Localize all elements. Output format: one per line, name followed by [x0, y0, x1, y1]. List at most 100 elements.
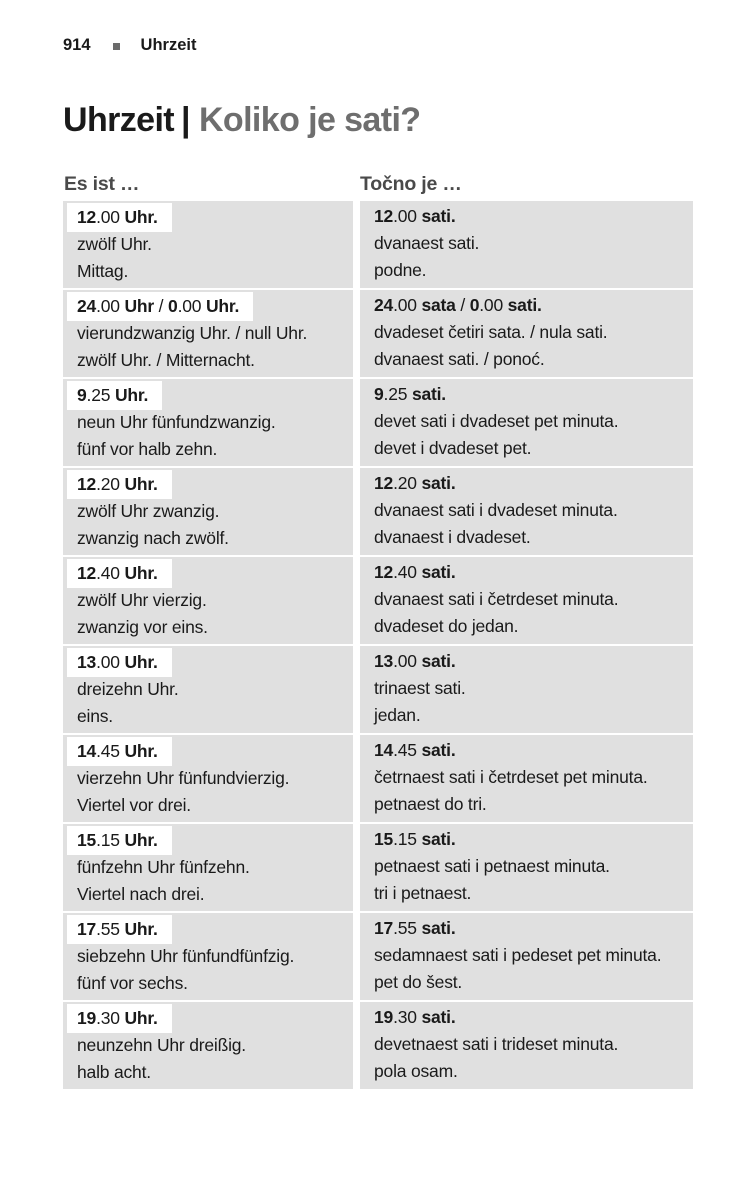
time-line-croatian: 15.15 sati. — [374, 829, 456, 849]
time-line-croatian: 9.25 sati. — [374, 384, 446, 404]
cell-german: 12.20 Uhr. zwölf Uhr zwanzig. zwanzig nach… — [63, 468, 353, 555]
time-line-croatian: 14.45 sati. — [374, 740, 456, 760]
running-header: 914 Uhrzeit — [63, 36, 196, 55]
phrase-line: vierundzwanzig Uhr. / null Uhr. — [77, 323, 308, 343]
cell-croatian: 12.00 sati. dvanaest sati. podne. — [360, 201, 693, 288]
time-line-german: 17.55 Uhr. — [67, 915, 172, 944]
time-line-croatian: 12.20 sati. — [374, 473, 456, 493]
phrase-line: jedan. — [374, 705, 421, 725]
phrase-line: zwölf Uhr zwanzig. — [77, 501, 220, 521]
running-header-section: Uhrzeit — [140, 36, 197, 54]
time-line-croatian: 19.30 sati. — [374, 1007, 456, 1027]
time-line-german: 15.15 Uhr. — [67, 826, 172, 855]
phrase-line: neunzehn Uhr dreißig. — [77, 1035, 246, 1055]
cell-croatian: 17.55 sati. sedamnaest sati i pedeset pet… — [360, 913, 693, 1000]
phrase-line: trinaest sati. — [374, 678, 466, 698]
phrase-table: 12.00 Uhr. zwölf Uhr. Mittag. 12.00 sati. dv… — [63, 201, 693, 1091]
cell-german: 12.00 Uhr. zwölf Uhr. Mittag. — [63, 201, 353, 288]
phrase-line: dvadeset četiri sata. / nula sati. — [374, 322, 608, 342]
cell-german: 14.45 Uhr. vierzehn Uhr fünfundvierzig. Vi… — [63, 735, 353, 822]
cell-croatian: 19.30 sati. devetnaest sati i trideset mi… — [360, 1002, 693, 1089]
phrase-line: vierzehn Uhr fünfundvierzig. — [77, 768, 290, 788]
phrase-line: zwanzig nach zwölf. — [77, 528, 229, 548]
phrase-line: devet sati i dvadeset pet minuta. — [374, 411, 619, 431]
time-line-german: 12.20 Uhr. — [67, 470, 172, 499]
table-row: 12.40 Uhr. zwölf Uhr vierzig. zwanzig vor … — [63, 557, 693, 644]
cell-croatian: 13.00 sati. trinaest sati. jedan. — [360, 646, 693, 733]
phrase-line: tri i petnaest. — [374, 883, 472, 903]
phrase-line: pet do šest. — [374, 972, 463, 992]
phrase-line: Mittag. — [77, 261, 129, 281]
phrase-line: devetnaest sati i trideset minuta. — [374, 1034, 619, 1054]
table-row: 15.15 Uhr. fünfzehn Uhr fünfzehn. Viertel … — [63, 824, 693, 911]
phrase-line: podne. — [374, 260, 427, 280]
table-row: 24.00 Uhr / 0.00 Uhr. vierundzwanzig Uhr.… — [63, 290, 693, 377]
time-line-german: 9.25 Uhr. — [67, 381, 163, 410]
table-row: 12.20 Uhr. zwölf Uhr zwanzig. zwanzig nach… — [63, 468, 693, 555]
phrase-line: fünf vor sechs. — [77, 973, 188, 993]
phrase-line: pola osam. — [374, 1061, 458, 1081]
time-line-croatian: 13.00 sati. — [374, 651, 456, 671]
table-row: 17.55 Uhr. siebzehn Uhr fünfundfünfzig. fü… — [63, 913, 693, 1000]
phrase-line: dvanaest sati i četrdeset minuta. — [374, 589, 619, 609]
cell-croatian: 9.25 sati. devet sati i dvadeset pet minu… — [360, 379, 693, 466]
phrase-line: dvanaest sati i dvadeset minuta. — [374, 500, 618, 520]
cell-croatian: 14.45 sati. četrnaest sati i četrdeset pe… — [360, 735, 693, 822]
cell-german: 19.30 Uhr. neunzehn Uhr dreißig. halb acht… — [63, 1002, 353, 1089]
phrase-line: eins. — [77, 706, 113, 726]
table-row: 14.45 Uhr. vierzehn Uhr fünfundvierzig. Vi… — [63, 735, 693, 822]
phrase-line: dvanaest sati. — [374, 233, 480, 253]
phrase-line: neun Uhr fünfundzwanzig. — [77, 412, 276, 432]
page-title-separator: | — [181, 101, 191, 139]
cell-german: 15.15 Uhr. fünfzehn Uhr fünfzehn. Viertel … — [63, 824, 353, 911]
phrase-line: petnaest do tri. — [374, 794, 487, 814]
page-title-croatian: Koliko je sati? — [198, 101, 421, 139]
phrase-line: devet i dvadeset pet. — [374, 438, 532, 458]
time-line-german: 14.45 Uhr. — [67, 737, 172, 766]
time-line-german: 12.00 Uhr. — [67, 203, 172, 232]
time-line-croatian: 17.55 sati. — [374, 918, 456, 938]
cell-german: 17.55 Uhr. siebzehn Uhr fünfundfünfzig. fü… — [63, 913, 353, 1000]
phrase-line: dreizehn Uhr. — [77, 679, 179, 699]
phrase-line: zwölf Uhr. / Mitternacht. — [77, 350, 255, 370]
column-header-croatian: Točno je … — [360, 173, 462, 195]
phrase-line: zwölf Uhr vierzig. — [77, 590, 207, 610]
cell-german: 13.00 Uhr. dreizehn Uhr. eins. — [63, 646, 353, 733]
phrase-line: siebzehn Uhr fünfundfünfzig. — [77, 946, 295, 966]
phrase-line: dvanaest sati. / ponoć. — [374, 349, 545, 369]
cell-croatian: 12.20 sati. dvanaest sati i dvadeset minu… — [360, 468, 693, 555]
table-row: 12.00 Uhr. zwölf Uhr. Mittag. 12.00 sati. dv… — [63, 201, 693, 288]
phrase-line: fünf vor halb zehn. — [77, 439, 218, 459]
cell-german: 24.00 Uhr / 0.00 Uhr. vierundzwanzig Uhr.… — [63, 290, 353, 377]
phrase-line: petnaest sati i petnaest minuta. — [374, 856, 610, 876]
table-row: 9.25 Uhr. neun Uhr fünfundzwanzig. fünf vo… — [63, 379, 693, 466]
page-title: Uhrzeit | Koliko je sati? — [63, 101, 421, 140]
phrase-line: Viertel nach drei. — [77, 884, 205, 904]
time-line-german: 13.00 Uhr. — [67, 648, 172, 677]
phrase-line: zwölf Uhr. — [77, 234, 152, 254]
phrase-line: Viertel vor drei. — [77, 795, 191, 815]
phrase-line: zwanzig vor eins. — [77, 617, 208, 637]
square-bullet-icon — [112, 43, 120, 50]
cell-croatian: 15.15 sati. petnaest sati i petnaest minu… — [360, 824, 693, 911]
cell-german: 12.40 Uhr. zwölf Uhr vierzig. zwanzig vor … — [63, 557, 353, 644]
time-line-croatian: 12.40 sati. — [374, 562, 456, 582]
phrase-line: sedamnaest sati i pedeset pet minuta. — [374, 945, 662, 965]
cell-croatian: 12.40 sati. dvanaest sati i četrdeset min… — [360, 557, 693, 644]
cell-german: 9.25 Uhr. neun Uhr fünfundzwanzig. fünf vo… — [63, 379, 353, 466]
time-line-german: 19.30 Uhr. — [67, 1004, 172, 1033]
time-line-german: 24.00 Uhr / 0.00 Uhr. — [67, 292, 254, 321]
table-row: 13.00 Uhr. dreizehn Uhr. eins. 13.00 sati. t… — [63, 646, 693, 733]
cell-croatian: 24.00 sata / 0.00 sati. dvadeset četiri s… — [360, 290, 693, 377]
phrase-line: dvanaest i dvadeset. — [374, 527, 531, 547]
column-header-german: Es ist … — [64, 173, 140, 195]
time-line-croatian: 24.00 sata / 0.00 sati. — [374, 295, 542, 315]
page-number: 914 — [63, 36, 91, 54]
page-title-german: Uhrzeit — [63, 101, 175, 139]
phrase-line: četrnaest sati i četrdeset pet minuta. — [374, 767, 648, 787]
time-line-croatian: 12.00 sati. — [374, 206, 456, 226]
phrase-line: halb acht. — [77, 1062, 151, 1082]
table-row: 19.30 Uhr. neunzehn Uhr dreißig. halb acht… — [63, 1002, 693, 1089]
phrase-line: dvadeset do jedan. — [374, 616, 519, 636]
